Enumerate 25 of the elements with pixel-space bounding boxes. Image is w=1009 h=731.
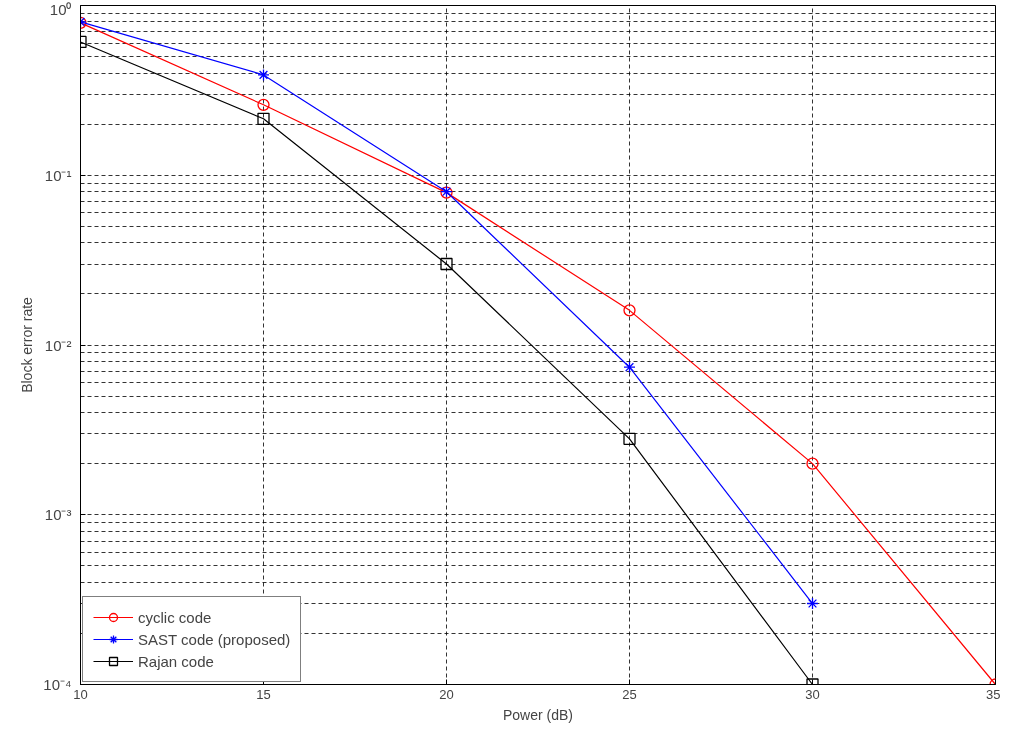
x-axis-title: Power (dB) xyxy=(502,706,574,723)
legend-label: Rajan code xyxy=(138,652,214,670)
point xyxy=(806,457,819,470)
legend-label: cyclic code xyxy=(138,608,212,626)
y-tick-label: 10⁻³ xyxy=(44,506,72,524)
point xyxy=(440,257,453,271)
x-tick-label: 30 xyxy=(805,686,820,702)
point xyxy=(623,361,636,374)
point xyxy=(806,597,819,610)
y-axis-title: Block error rate xyxy=(19,296,36,393)
x-tick-label: 20 xyxy=(439,686,454,702)
x-tick-label: 15 xyxy=(256,686,271,702)
point xyxy=(257,68,270,82)
point xyxy=(257,112,270,125)
y-tick-label: 10⁻² xyxy=(44,336,72,354)
point xyxy=(623,304,636,317)
y-tick-label: 10⁻¹ xyxy=(44,166,72,184)
x-tick-label: 10 xyxy=(73,686,88,702)
y-tick-label: 10⁻⁴ xyxy=(43,676,72,693)
y-tick-label: 10⁰ xyxy=(49,0,72,18)
x-tick-label: 25 xyxy=(622,686,637,702)
point xyxy=(623,432,636,445)
x-tick-label: 35 xyxy=(986,686,1001,702)
legend-label: SAST code (proposed) xyxy=(138,630,291,648)
point xyxy=(257,98,270,111)
